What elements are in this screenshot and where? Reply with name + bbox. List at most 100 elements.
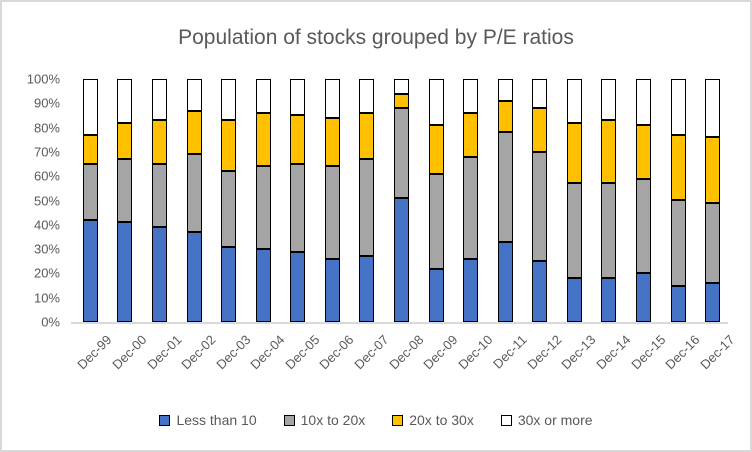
segment-10x-to-20x bbox=[186, 154, 202, 233]
segment-less-than-10 bbox=[636, 273, 652, 322]
segment-10x-to-20x bbox=[394, 108, 409, 199]
segment-less-than-10 bbox=[601, 278, 617, 322]
x-tick-label-dec-13: Dec-13 bbox=[558, 332, 600, 373]
bar-dec-02 bbox=[186, 79, 202, 322]
y-tick-label: 40% bbox=[33, 217, 60, 233]
segment-30x-or-more bbox=[221, 79, 237, 121]
y-tick-label: 90% bbox=[33, 95, 60, 111]
segment-20x-to-30x bbox=[601, 120, 617, 184]
segment-less-than-10 bbox=[186, 232, 202, 322]
y-tick-label: 10% bbox=[33, 290, 60, 306]
segment-30x-or-more bbox=[670, 79, 686, 135]
bar-dec-17 bbox=[705, 79, 721, 322]
bar-dec-05 bbox=[290, 79, 306, 322]
segment-20x-to-30x bbox=[463, 113, 479, 157]
bar-dec-07 bbox=[359, 79, 375, 322]
y-axis-tick-labels: 100% 90% 80% 70% 60% 50% 40% 30% 20% 10% 0% bbox=[2, 72, 62, 330]
segment-less-than-10 bbox=[428, 268, 444, 322]
segment-30x-or-more bbox=[463, 79, 479, 114]
x-tick-label-dec-10: Dec-10 bbox=[455, 332, 496, 373]
segment-less-than-10 bbox=[151, 227, 167, 322]
bar-dec-01 bbox=[151, 79, 167, 322]
bar-dec-13 bbox=[566, 79, 582, 322]
segment-less-than-10 bbox=[82, 219, 98, 322]
y-tick-label: 0% bbox=[41, 314, 60, 330]
segment-30x-or-more bbox=[532, 79, 548, 109]
segment-30x-or-more bbox=[497, 79, 513, 101]
x-tick-label-dec-16: Dec-16 bbox=[662, 332, 703, 373]
bar-dec-16 bbox=[670, 79, 686, 322]
segment-10x-to-20x bbox=[151, 164, 167, 228]
segment-10x-to-20x bbox=[324, 166, 340, 259]
segment-20x-to-30x bbox=[428, 125, 444, 174]
segment-20x-to-30x bbox=[82, 134, 98, 165]
y-tick-label: 50% bbox=[33, 193, 60, 208]
legend-item-less-than-10: Less than 10 bbox=[159, 412, 257, 428]
x-tick-label-dec-06: Dec-06 bbox=[316, 332, 357, 373]
segment-less-than-10 bbox=[705, 283, 721, 322]
x-tick-label-dec-09: Dec-09 bbox=[420, 332, 461, 373]
y-tick-label: 20% bbox=[33, 265, 60, 281]
x-tick-label-dec-03: Dec-03 bbox=[212, 332, 254, 373]
segment-30x-or-more bbox=[151, 79, 167, 121]
x-tick-label-dec-08: Dec-08 bbox=[385, 332, 427, 373]
y-tick-label: 30% bbox=[33, 241, 60, 257]
bar-dec-06 bbox=[324, 79, 340, 322]
segment-30x-or-more bbox=[255, 79, 271, 114]
segment-less-than-10 bbox=[670, 285, 686, 322]
x-tick-label-dec-01: Dec-01 bbox=[143, 332, 185, 373]
segment-20x-to-30x bbox=[497, 100, 513, 133]
segment-20x-to-30x bbox=[117, 122, 133, 160]
x-tick-label-dec-99: Dec-99 bbox=[74, 332, 115, 373]
y-tick-label: 60% bbox=[33, 168, 60, 184]
segment-30x-or-more bbox=[359, 79, 375, 114]
segment-10x-to-20x bbox=[601, 183, 617, 279]
segment-less-than-10 bbox=[255, 249, 271, 322]
segment-20x-to-30x bbox=[324, 117, 340, 167]
legend-label: 20x to 30x bbox=[409, 412, 474, 428]
segment-30x-or-more bbox=[82, 79, 98, 135]
legend-swatch-icon bbox=[283, 414, 295, 426]
segment-less-than-10 bbox=[359, 256, 375, 322]
segment-10x-to-20x bbox=[359, 159, 375, 257]
bar-dec-10 bbox=[463, 79, 479, 322]
segment-10x-to-20x bbox=[497, 132, 513, 242]
segment-20x-to-30x bbox=[532, 108, 548, 152]
segment-20x-to-30x bbox=[151, 120, 167, 165]
segment-20x-to-30x bbox=[566, 122, 582, 184]
bar-dec-15 bbox=[636, 79, 652, 322]
legend-item-30x-or-more: 30x or more bbox=[500, 412, 593, 428]
bar-dec-14 bbox=[601, 79, 617, 322]
segment-10x-to-20x bbox=[636, 178, 652, 274]
segment-10x-to-20x bbox=[221, 171, 237, 247]
bar-dec-08 bbox=[394, 79, 409, 322]
y-tick-label: 100% bbox=[26, 71, 60, 87]
bar-dec-12 bbox=[532, 79, 548, 322]
segment-10x-to-20x bbox=[428, 173, 444, 269]
segment-20x-to-30x bbox=[670, 134, 686, 201]
segment-10x-to-20x bbox=[463, 156, 479, 259]
x-tick-label-dec-04: Dec-04 bbox=[247, 332, 288, 373]
segment-10x-to-20x bbox=[705, 202, 721, 284]
segment-20x-to-30x bbox=[359, 113, 375, 160]
segment-20x-to-30x bbox=[186, 110, 202, 155]
legend-swatch-icon bbox=[159, 414, 171, 426]
segment-20x-to-30x bbox=[255, 113, 271, 167]
x-tick-label-dec-05: Dec-05 bbox=[282, 332, 323, 373]
segment-20x-to-30x bbox=[394, 93, 409, 109]
legend-label: Less than 10 bbox=[176, 412, 257, 428]
segment-30x-or-more bbox=[566, 79, 582, 123]
segment-less-than-10 bbox=[221, 246, 237, 322]
legend-swatch-icon bbox=[392, 414, 404, 426]
y-tick-label: 70% bbox=[33, 144, 60, 160]
bar-dec-99 bbox=[82, 79, 98, 322]
bar-dec-09 bbox=[428, 79, 444, 322]
legend-swatch-icon bbox=[500, 414, 512, 426]
segment-20x-to-30x bbox=[705, 137, 721, 203]
segment-30x-or-more bbox=[394, 79, 409, 94]
segment-10x-to-20x bbox=[566, 183, 582, 279]
x-tick-label-dec-07: Dec-07 bbox=[351, 332, 392, 373]
segment-less-than-10 bbox=[324, 258, 340, 322]
segment-less-than-10 bbox=[497, 241, 513, 322]
